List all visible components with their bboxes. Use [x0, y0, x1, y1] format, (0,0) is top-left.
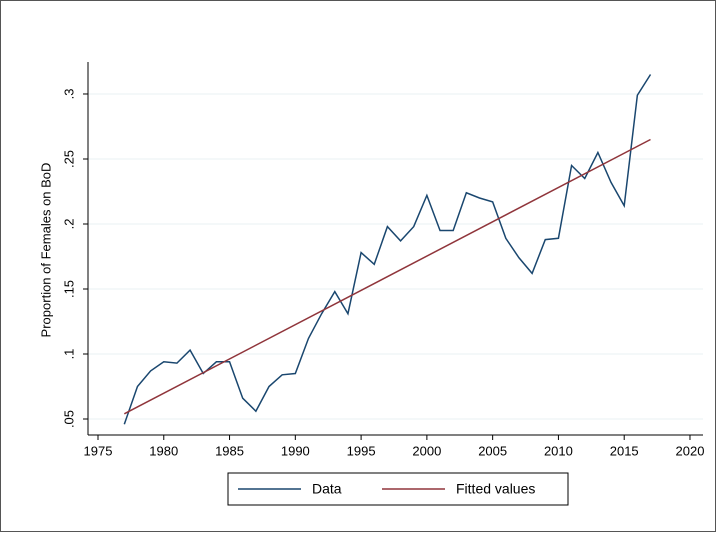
x-tick-label: 2005	[478, 443, 507, 458]
series-line	[123, 74, 652, 425]
y-tick-label: .2	[61, 219, 76, 230]
series-line	[123, 138, 651, 415]
legend-label: Fitted values	[456, 481, 535, 497]
y-tick-label: .3	[61, 89, 76, 100]
legend-label: Data	[312, 481, 342, 497]
x-tick-label: 2020	[676, 443, 705, 458]
x-tick-label: 1990	[281, 443, 310, 458]
x-tick-label: 2010	[544, 443, 573, 458]
y-tick-label: .05	[61, 410, 76, 428]
y-axis-title: Proportion of Females on BoD	[38, 163, 53, 338]
x-tick-label: 1975	[84, 443, 113, 458]
x-tick-label: 2000	[412, 443, 441, 458]
y-tick-label: .25	[61, 150, 76, 168]
x-tick-label: 1995	[347, 443, 376, 458]
y-tick-label: .1	[61, 349, 76, 360]
x-tick-label: 2015	[610, 443, 639, 458]
x-tick-label: 1985	[215, 443, 244, 458]
y-tick-label: .15	[61, 280, 76, 298]
x-tick-label: 1980	[149, 443, 178, 458]
